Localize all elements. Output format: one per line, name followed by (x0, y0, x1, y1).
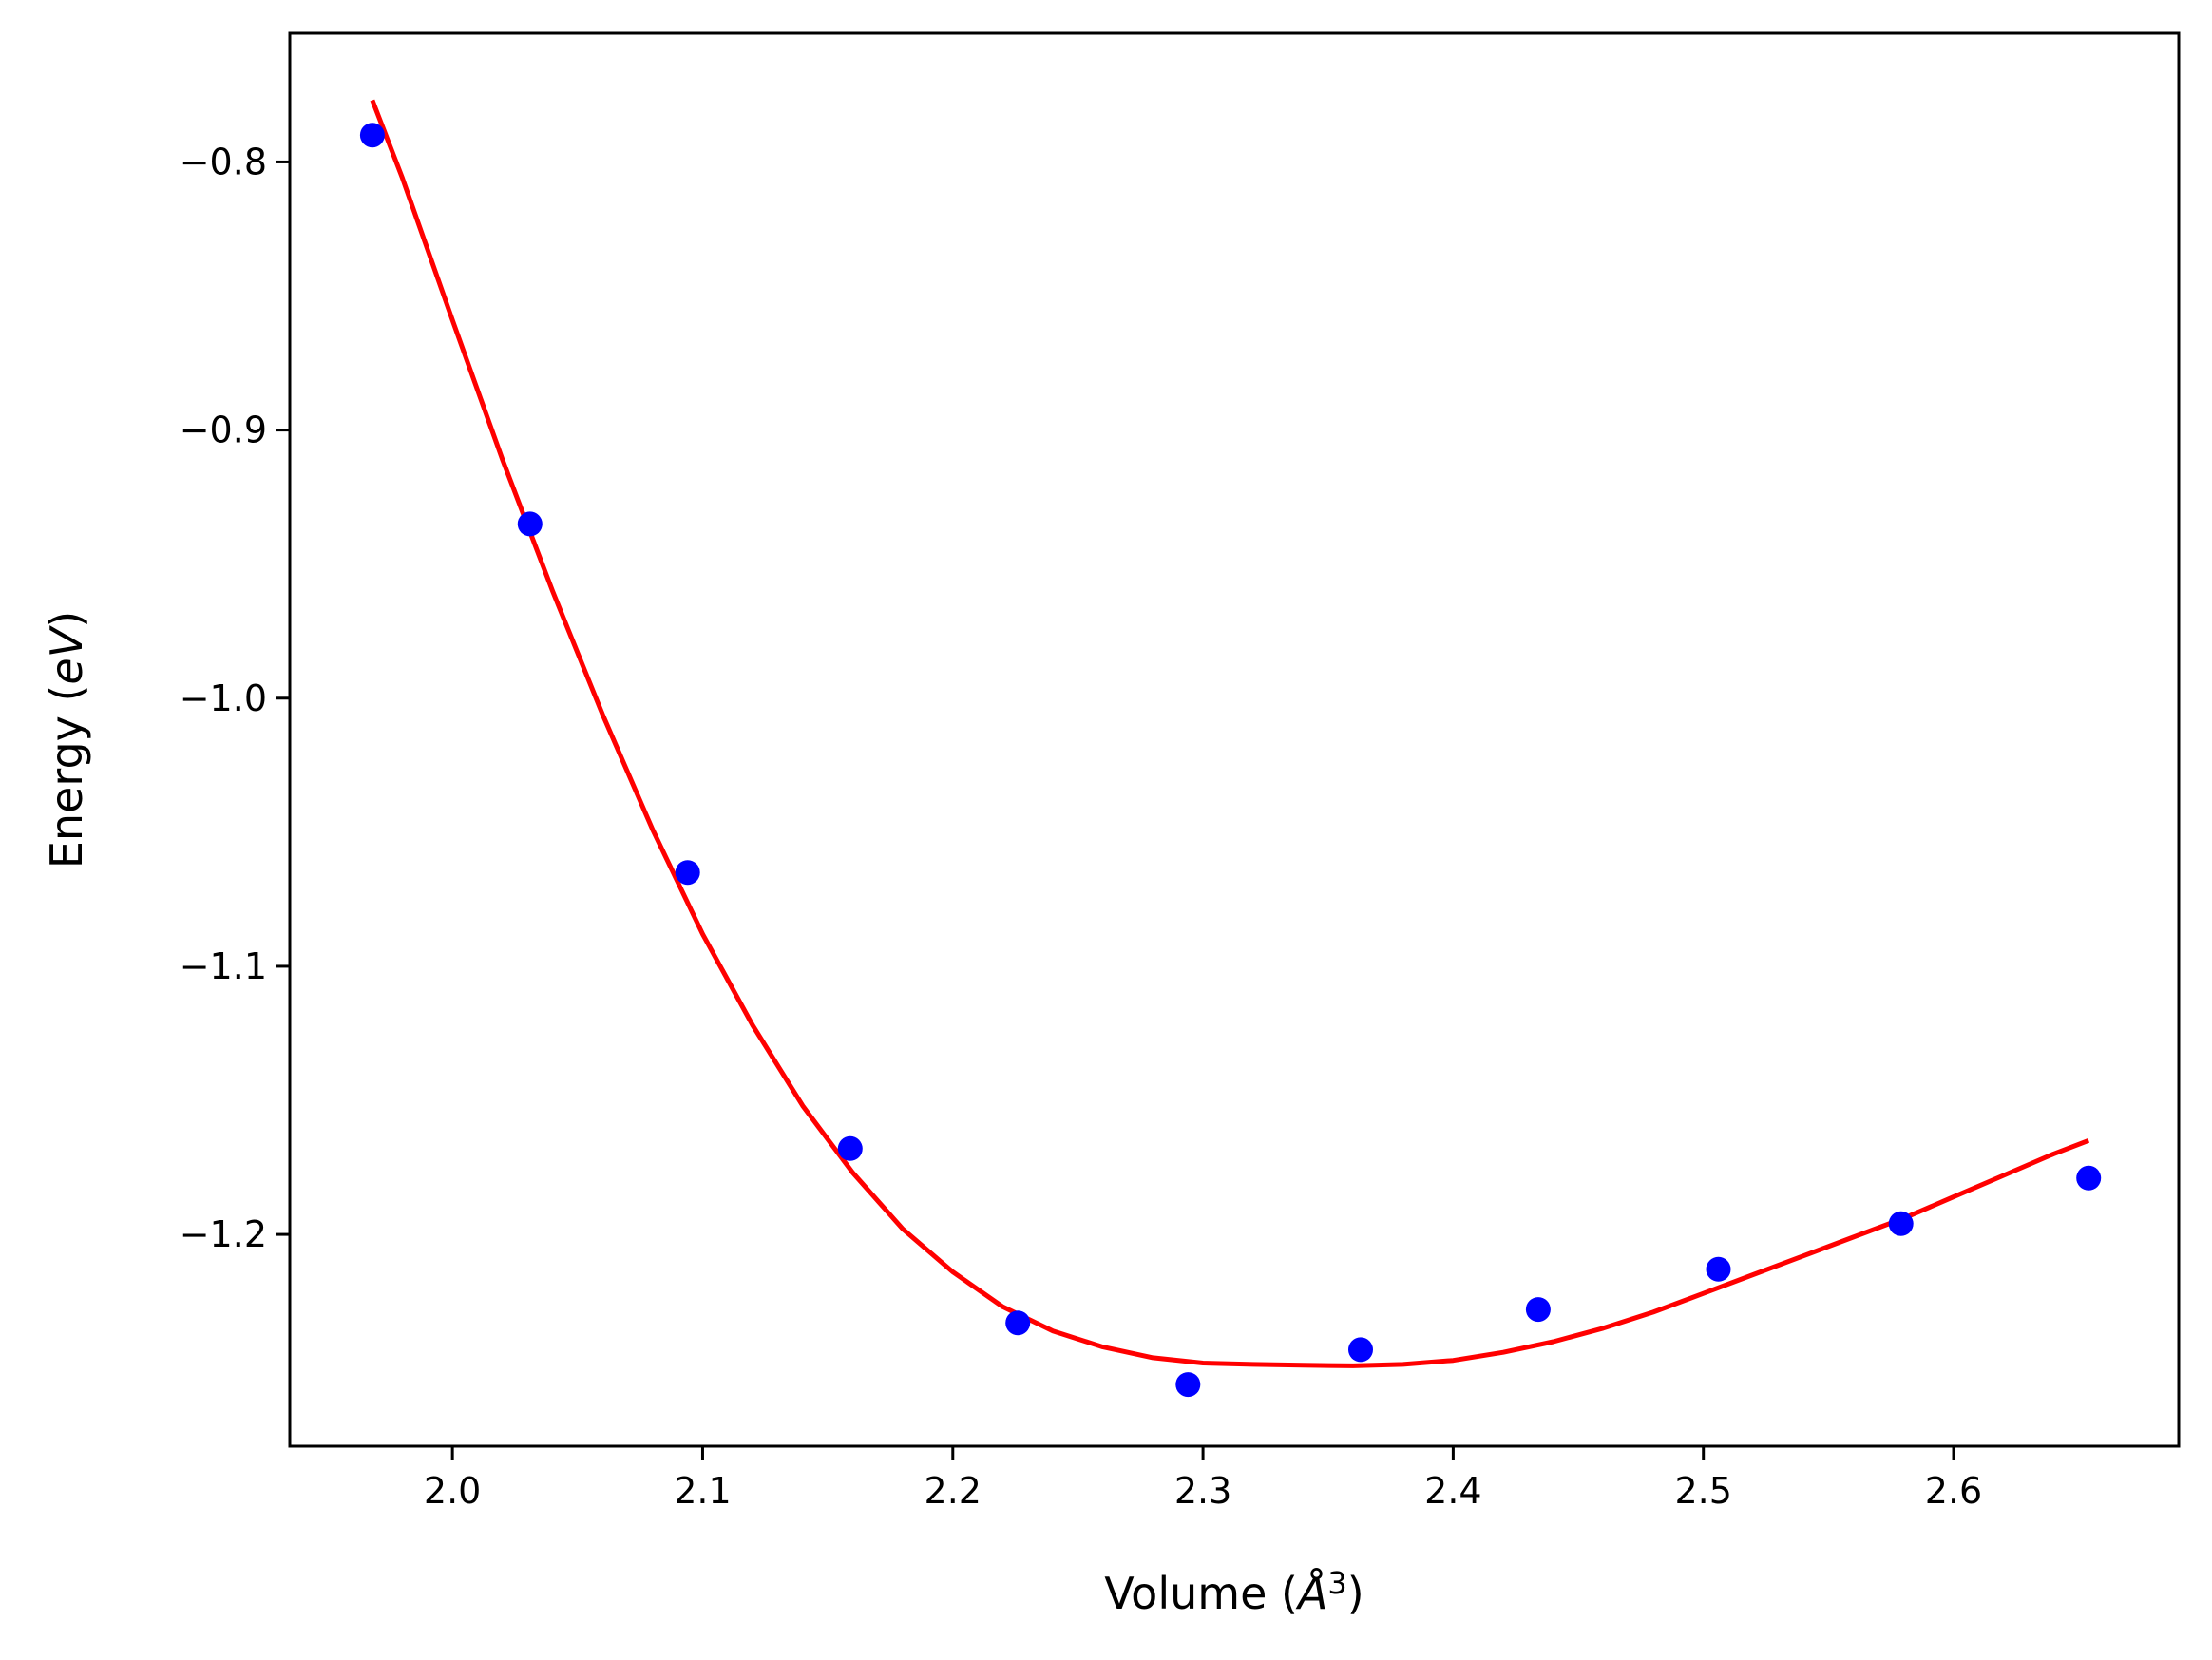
y-tick-label: −0.8 (180, 141, 267, 182)
x-tick-label: 2.3 (1174, 1470, 1231, 1512)
x-tick-label: 2.5 (1674, 1470, 1731, 1512)
fit-curve (370, 99, 2090, 1368)
data-point (1348, 1337, 1373, 1363)
x-axis-label-exponent: 3 (1327, 1565, 1346, 1601)
y-tick-label: −1.0 (180, 677, 267, 719)
y-axis-label-prefix: Energy ( (41, 685, 92, 869)
x-tick-label: 2.2 (925, 1470, 982, 1512)
plot-area (359, 99, 2102, 1398)
data-point (517, 511, 543, 537)
y-tick-label: −1.1 (180, 945, 267, 987)
x-axis-label: Volume (Å3) (1104, 1565, 1363, 1619)
data-point (2076, 1165, 2102, 1191)
data-point (675, 860, 700, 886)
y-axis-label: Energy (eV) (41, 611, 92, 868)
data-point (1005, 1310, 1031, 1336)
x-axis-label-unit: Å (1295, 1568, 1327, 1619)
y-axis-label-suffix: ) (41, 611, 92, 628)
y-tick-label: −1.2 (180, 1213, 267, 1255)
data-point (1706, 1256, 1731, 1282)
axis-ticks: 2.0 2.1 2.2 2.3 2.4 2.5 2.6 −0.8 −0.9 −1.0 −1.1 −1.… (180, 141, 1983, 1512)
data-point (1525, 1297, 1551, 1323)
x-tick-label: 2.0 (424, 1470, 481, 1512)
x-tick-label: 2.1 (674, 1470, 731, 1512)
x-tick-label: 2.6 (1925, 1470, 1982, 1512)
data-point (359, 123, 385, 148)
data-point (1888, 1211, 1914, 1236)
data-point (1175, 1372, 1201, 1398)
y-axis-label-unit: eV (41, 624, 92, 684)
data-point (837, 1135, 863, 1161)
x-tick-label: 2.4 (1424, 1470, 1481, 1512)
y-tick-label: −0.9 (180, 410, 267, 451)
axes-frame (288, 31, 2181, 1448)
x-axis-label-suffix: ) (1347, 1568, 1364, 1619)
x-axis-label-prefix: Volume ( (1104, 1568, 1298, 1619)
